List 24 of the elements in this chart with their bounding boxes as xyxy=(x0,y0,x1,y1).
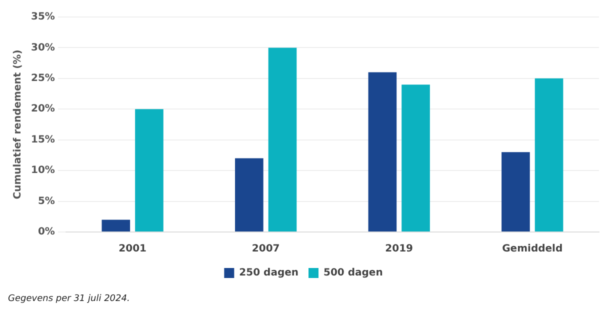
y-tick-label: 5% xyxy=(38,196,55,207)
y-tick-label: 0% xyxy=(38,226,55,238)
bar xyxy=(534,78,564,232)
bar xyxy=(502,152,530,232)
y-tick-label: 30% xyxy=(31,42,55,54)
bar xyxy=(402,84,430,232)
bar xyxy=(368,72,397,232)
bar xyxy=(268,48,297,232)
text: Gegevens per 31 juli 2024. xyxy=(8,294,131,304)
y-axis-title: Cumulatief rendement (%) xyxy=(12,50,24,200)
y-tick-label: 35% xyxy=(31,12,55,23)
bar xyxy=(135,109,164,232)
x-tick-label: Gemiddeld xyxy=(502,244,563,255)
y-tick-label: 25% xyxy=(31,73,55,84)
x-tick-label: 2007 xyxy=(252,244,280,255)
legend-label: 500 dagen xyxy=(324,268,383,279)
bar xyxy=(102,220,130,232)
x-tick-label: 2019 xyxy=(385,244,414,255)
bar xyxy=(235,158,264,232)
y-tick-label: 20% xyxy=(31,104,55,115)
legend-label: 250 dagen xyxy=(239,268,299,279)
y-tick-label: 15% xyxy=(31,134,55,146)
y-tick-label: 10% xyxy=(31,165,55,176)
x-tick-label: 2001 xyxy=(118,244,147,255)
